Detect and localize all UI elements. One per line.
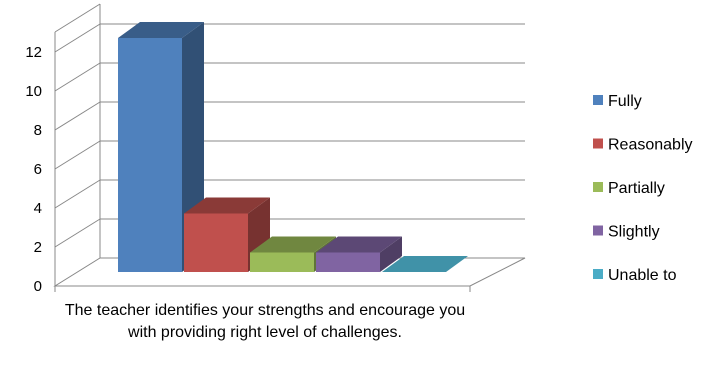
bar-side xyxy=(380,236,402,272)
bar-front xyxy=(250,252,314,272)
legend-swatch-fully xyxy=(593,95,603,105)
category-label: The teacher identifies your strengths an… xyxy=(64,302,466,341)
bar-top xyxy=(316,236,402,253)
y-tick-label-10: 10 xyxy=(25,83,42,100)
bars xyxy=(118,22,468,272)
gridline-side-6 xyxy=(54,140,101,170)
bar-front xyxy=(316,252,380,272)
y-tick-label-4: 4 xyxy=(34,200,42,217)
bar-top xyxy=(118,22,204,38)
legend-label-slightly: Slightly xyxy=(608,224,660,241)
bar-unable-to xyxy=(382,256,468,272)
bar-front xyxy=(118,38,182,272)
bar-top xyxy=(184,197,270,214)
gridline-side-8 xyxy=(54,101,101,131)
y-tick-label-6: 6 xyxy=(34,161,42,178)
gridline-side-10 xyxy=(54,62,101,92)
legend-swatch-unable-to xyxy=(593,269,603,279)
legend-swatch-partially xyxy=(593,182,603,192)
bar-slightly xyxy=(316,236,402,272)
legend-label-unable-to: Unable to xyxy=(608,267,677,284)
bar-top xyxy=(250,236,336,253)
bar-front xyxy=(184,213,248,272)
floor xyxy=(53,257,526,287)
gridline-side-12 xyxy=(54,23,101,53)
y-tick-label-12: 12 xyxy=(25,44,42,61)
legend-label-fully: Fully xyxy=(608,93,642,110)
y-tick-label-8: 8 xyxy=(34,122,42,139)
legend-swatch-reasonably xyxy=(593,138,603,149)
y-axis-ticks: 0 2 4 6 8 10 12 xyxy=(25,44,42,295)
wall-top-edge xyxy=(54,3,101,33)
y-tick-label-2: 2 xyxy=(34,239,42,256)
chart-walls xyxy=(53,3,526,292)
legend: Fully Reasonably Partially Slightly Unable t… xyxy=(593,93,693,284)
y-tick-label-0: 0 xyxy=(34,278,42,295)
gridline-side-4 xyxy=(54,179,101,209)
bar-top xyxy=(382,256,468,272)
legend-label-partially: Partially xyxy=(608,180,665,197)
legend-swatch-slightly xyxy=(593,225,603,236)
legend-label-reasonably: Reasonably xyxy=(608,137,693,154)
gridline-side-2 xyxy=(54,218,101,248)
